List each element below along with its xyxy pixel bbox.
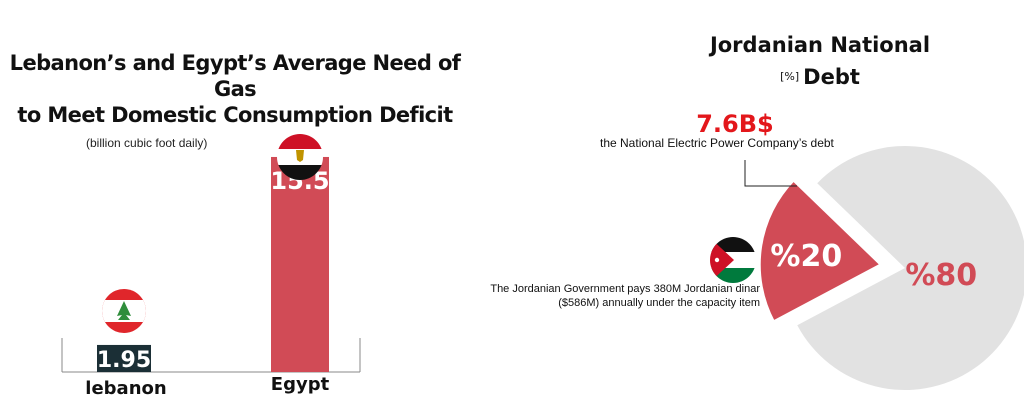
right-chart-title-line2: [%] Debt — [680, 65, 960, 89]
left-chart-title: Lebanon’s and Egypt’s Average Need of Ga… — [0, 50, 470, 128]
government-payment-note-line2: ($586M) annually under the capacity item — [558, 297, 760, 309]
pie-chart: %20 %80 — [757, 146, 1024, 390]
bar-value-label: 1.95 — [97, 348, 151, 373]
bar-category-label: lebanon — [85, 378, 167, 399]
bar-egypt — [271, 156, 329, 372]
jordan-flag-icon — [710, 237, 756, 283]
pie-slice-electric-company — [757, 177, 884, 324]
right-chart-title-line1: Jordanian National — [709, 33, 931, 57]
left-chart-title-line1: Lebanon’s and Egypt’s Average Need of Ga… — [9, 51, 461, 101]
bar-category-label: Egypt — [270, 374, 330, 395]
pie-value-label: %80 — [905, 258, 977, 293]
debt-description: the National Electric Power Company’s de… — [600, 136, 834, 150]
egypt-flag-icon — [277, 134, 323, 180]
pie-slice-other — [797, 146, 1024, 390]
pie-value-label: %20 — [770, 239, 842, 274]
government-payment-note: The Jordanian Government pays 380M Jorda… — [470, 282, 760, 310]
government-payment-note-line1: The Jordanian Government pays 380M Jorda… — [490, 283, 760, 295]
bar-lebanon — [97, 344, 151, 372]
highlight-leader-line — [744, 160, 797, 187]
title-percent-tag: [%] — [780, 70, 800, 83]
title-debt-word: Debt — [803, 65, 860, 89]
unit-label: (billion cubic foot daily) — [86, 136, 208, 150]
debt-amount: 7.6B$ — [696, 110, 774, 138]
left-chart-title-line2: to Meet Domestic Consumption Deficit — [17, 103, 453, 127]
lebanon-flag-icon — [102, 289, 146, 333]
